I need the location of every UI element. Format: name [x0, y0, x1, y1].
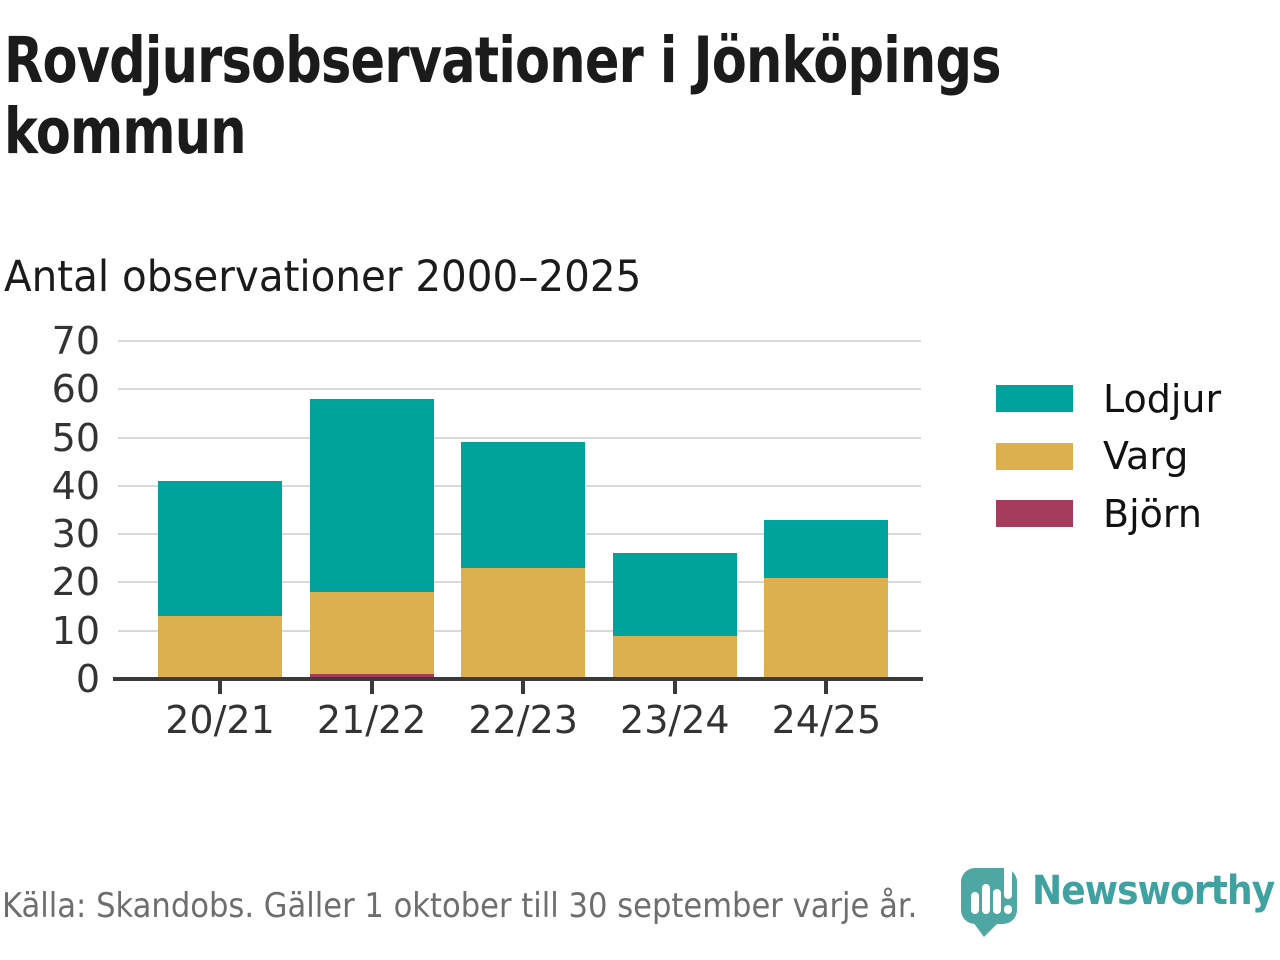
logo-chart-bar [971, 892, 979, 914]
y-tick-label-0: 0 [75, 657, 100, 701]
bar-segment-varg [612, 635, 737, 679]
legend-label-lodjur: Lodjur [1103, 376, 1222, 421]
y-axis: 0 10 20 30 40 50 60 70 [0, 322, 100, 698]
legend-item-björn: Björn [996, 492, 1276, 536]
y-tick-label-60: 60 [51, 367, 100, 412]
logo-chart-bar [993, 889, 1001, 914]
bar-segment-lodjur [612, 553, 737, 636]
y-tick-label-40: 40 [51, 463, 100, 508]
bar-group-24/25 [764, 341, 889, 679]
y-tick-label-20: 20 [51, 560, 100, 605]
x-axis-tick [521, 681, 526, 694]
bar-segment-varg [158, 616, 282, 679]
legend-item-lodjur: Lodjur [996, 377, 1276, 421]
bar-segment-lodjur [309, 398, 434, 593]
logo-exclamation-bar [1004, 864, 1012, 899]
bar-segment-varg [309, 592, 434, 675]
legend-swatch-varg [996, 442, 1073, 470]
legend-label-varg: Varg [1103, 434, 1189, 478]
legend-swatch-björn [996, 500, 1073, 527]
newsworthy-logo-icon [961, 864, 1021, 938]
x-tick-label-21/22: 21/22 [316, 698, 427, 742]
x-tick-label-20/21: 20/21 [165, 698, 275, 742]
y-tick-label-70: 70 [51, 319, 100, 363]
x-axis-tick [824, 681, 829, 694]
x-tick-label-24/25: 24/25 [771, 698, 882, 742]
y-tick-label-10: 10 [51, 608, 100, 653]
logo-speech-bubble-tail [973, 922, 999, 937]
gridline-60 [118, 388, 921, 391]
bar-segment-varg [764, 577, 889, 679]
bar-group-21/22 [309, 341, 434, 679]
bar-segment-lodjur [158, 481, 282, 617]
bar-segment-björn [309, 674, 434, 679]
chart-subtitle: Antal observationer 2000–2025 [4, 252, 642, 302]
chart-title: Rovdjursobservationer i Jönköpings kommu… [4, 24, 1002, 168]
logo-exclamation-dot [1004, 905, 1012, 914]
x-axis-tick [218, 681, 222, 694]
x-axis-tick [672, 681, 677, 694]
brand-name: Newsworthy [1032, 868, 1275, 914]
bar-segment-lodjur [764, 519, 889, 578]
legend-swatch-lodjur [996, 385, 1073, 412]
x-axis-tick [369, 681, 374, 694]
logo-chart-bar [982, 884, 990, 914]
gridline-70 [118, 340, 921, 342]
y-tick-label-50: 50 [51, 415, 100, 460]
plot-area [113, 340, 923, 694]
legend-item-varg: Varg [996, 434, 1276, 478]
y-tick-label-30: 30 [51, 512, 100, 557]
bar-group-23/24 [612, 341, 737, 679]
legend: Lodjur Varg Björn [996, 377, 1276, 555]
x-axis-line [113, 677, 923, 681]
bar-group-20/21 [158, 341, 282, 679]
x-tick-label-23/24: 23/24 [620, 698, 730, 742]
bar-group-22/23 [461, 341, 586, 679]
x-axis: 20/21 21/22 22/23 23/24 24/25 [115, 698, 921, 748]
x-tick-label-22/23: 22/23 [468, 698, 578, 742]
bar-segment-varg [461, 567, 586, 679]
source-attribution: Källa: Skandobs. Gäller 1 oktober till 3… [2, 886, 918, 926]
bar-segment-lodjur [461, 442, 586, 568]
legend-label-björn: Björn [1103, 491, 1202, 536]
gridline-50 [118, 436, 921, 439]
